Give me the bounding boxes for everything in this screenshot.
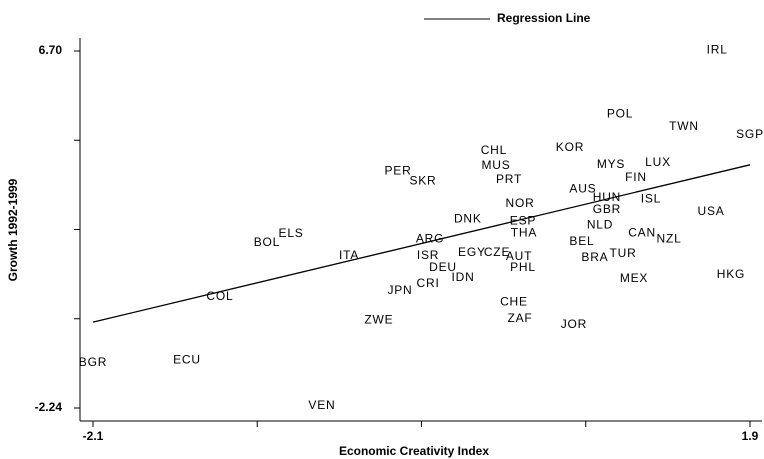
point-label: ISR [417,248,439,262]
x-axis-title: Economic Creativity Index [339,444,489,458]
point-label: CRI [417,276,440,290]
point-label: ZAF [508,311,533,325]
point-label: TUR [610,246,637,260]
point-label: PER [384,163,411,177]
point-label: ELS [279,226,304,240]
point-label: ITA [339,248,359,262]
point-label: JOR [561,317,587,331]
point-label: MYS [597,157,625,171]
point-label: SGP [736,127,764,141]
point-label: PHL [510,260,536,274]
point-label: ECU [173,352,201,366]
point-label: GBR [593,202,621,216]
point-label: KOR [556,140,584,154]
point-label: MUS [482,158,511,172]
regression-line [92,164,751,323]
point-label: ISL [641,191,661,205]
point-label: BEL [569,234,594,248]
legend-label: Regression Line [497,11,591,25]
point-label: IRL [707,42,728,56]
x-tick-label: 1.9 [742,429,759,443]
point-label: PRT [496,172,522,186]
point-label: VEN [308,398,335,412]
point-label: TWN [669,119,699,133]
point-label: FIN [625,170,647,184]
point-label: AUS [569,181,596,195]
point-label: NLD [587,217,613,231]
point-label: POL [607,106,633,120]
point-label: DEU [429,260,457,274]
point-label: DNK [454,211,482,225]
point-label: BRA [581,250,608,264]
point-label: CZE [484,245,510,259]
y-tick-label: 6.70 [39,43,63,57]
point-label: CAN [628,225,656,239]
point-label: NOR [506,196,535,210]
x-tick-label: -2.1 [83,429,104,443]
point-label: THA [511,225,537,239]
point-label: IDN [452,270,475,284]
point-label: MEX [620,271,648,285]
point-label: ZWE [364,312,393,326]
point-label: ARG [416,231,444,245]
point-label: CHL [481,143,507,157]
point-label: BOL [254,235,280,249]
point-label: EGY [458,245,486,259]
point-label: JPN [387,283,412,297]
point-label: SKR [409,173,436,187]
point-label: CHE [500,294,528,308]
point-label: AUT [506,249,532,263]
point-label: COL [206,289,233,303]
y-tick-label: -2.24 [35,400,63,414]
point-label: BGR [79,355,107,369]
point-label: ESP [510,213,536,227]
point-label: LUX [645,155,671,169]
point-label: NZL [656,231,681,245]
point-label: HKG [717,267,745,281]
y-axis-title: Growth 1992-1999 [6,178,20,281]
point-label: USA [698,204,725,218]
